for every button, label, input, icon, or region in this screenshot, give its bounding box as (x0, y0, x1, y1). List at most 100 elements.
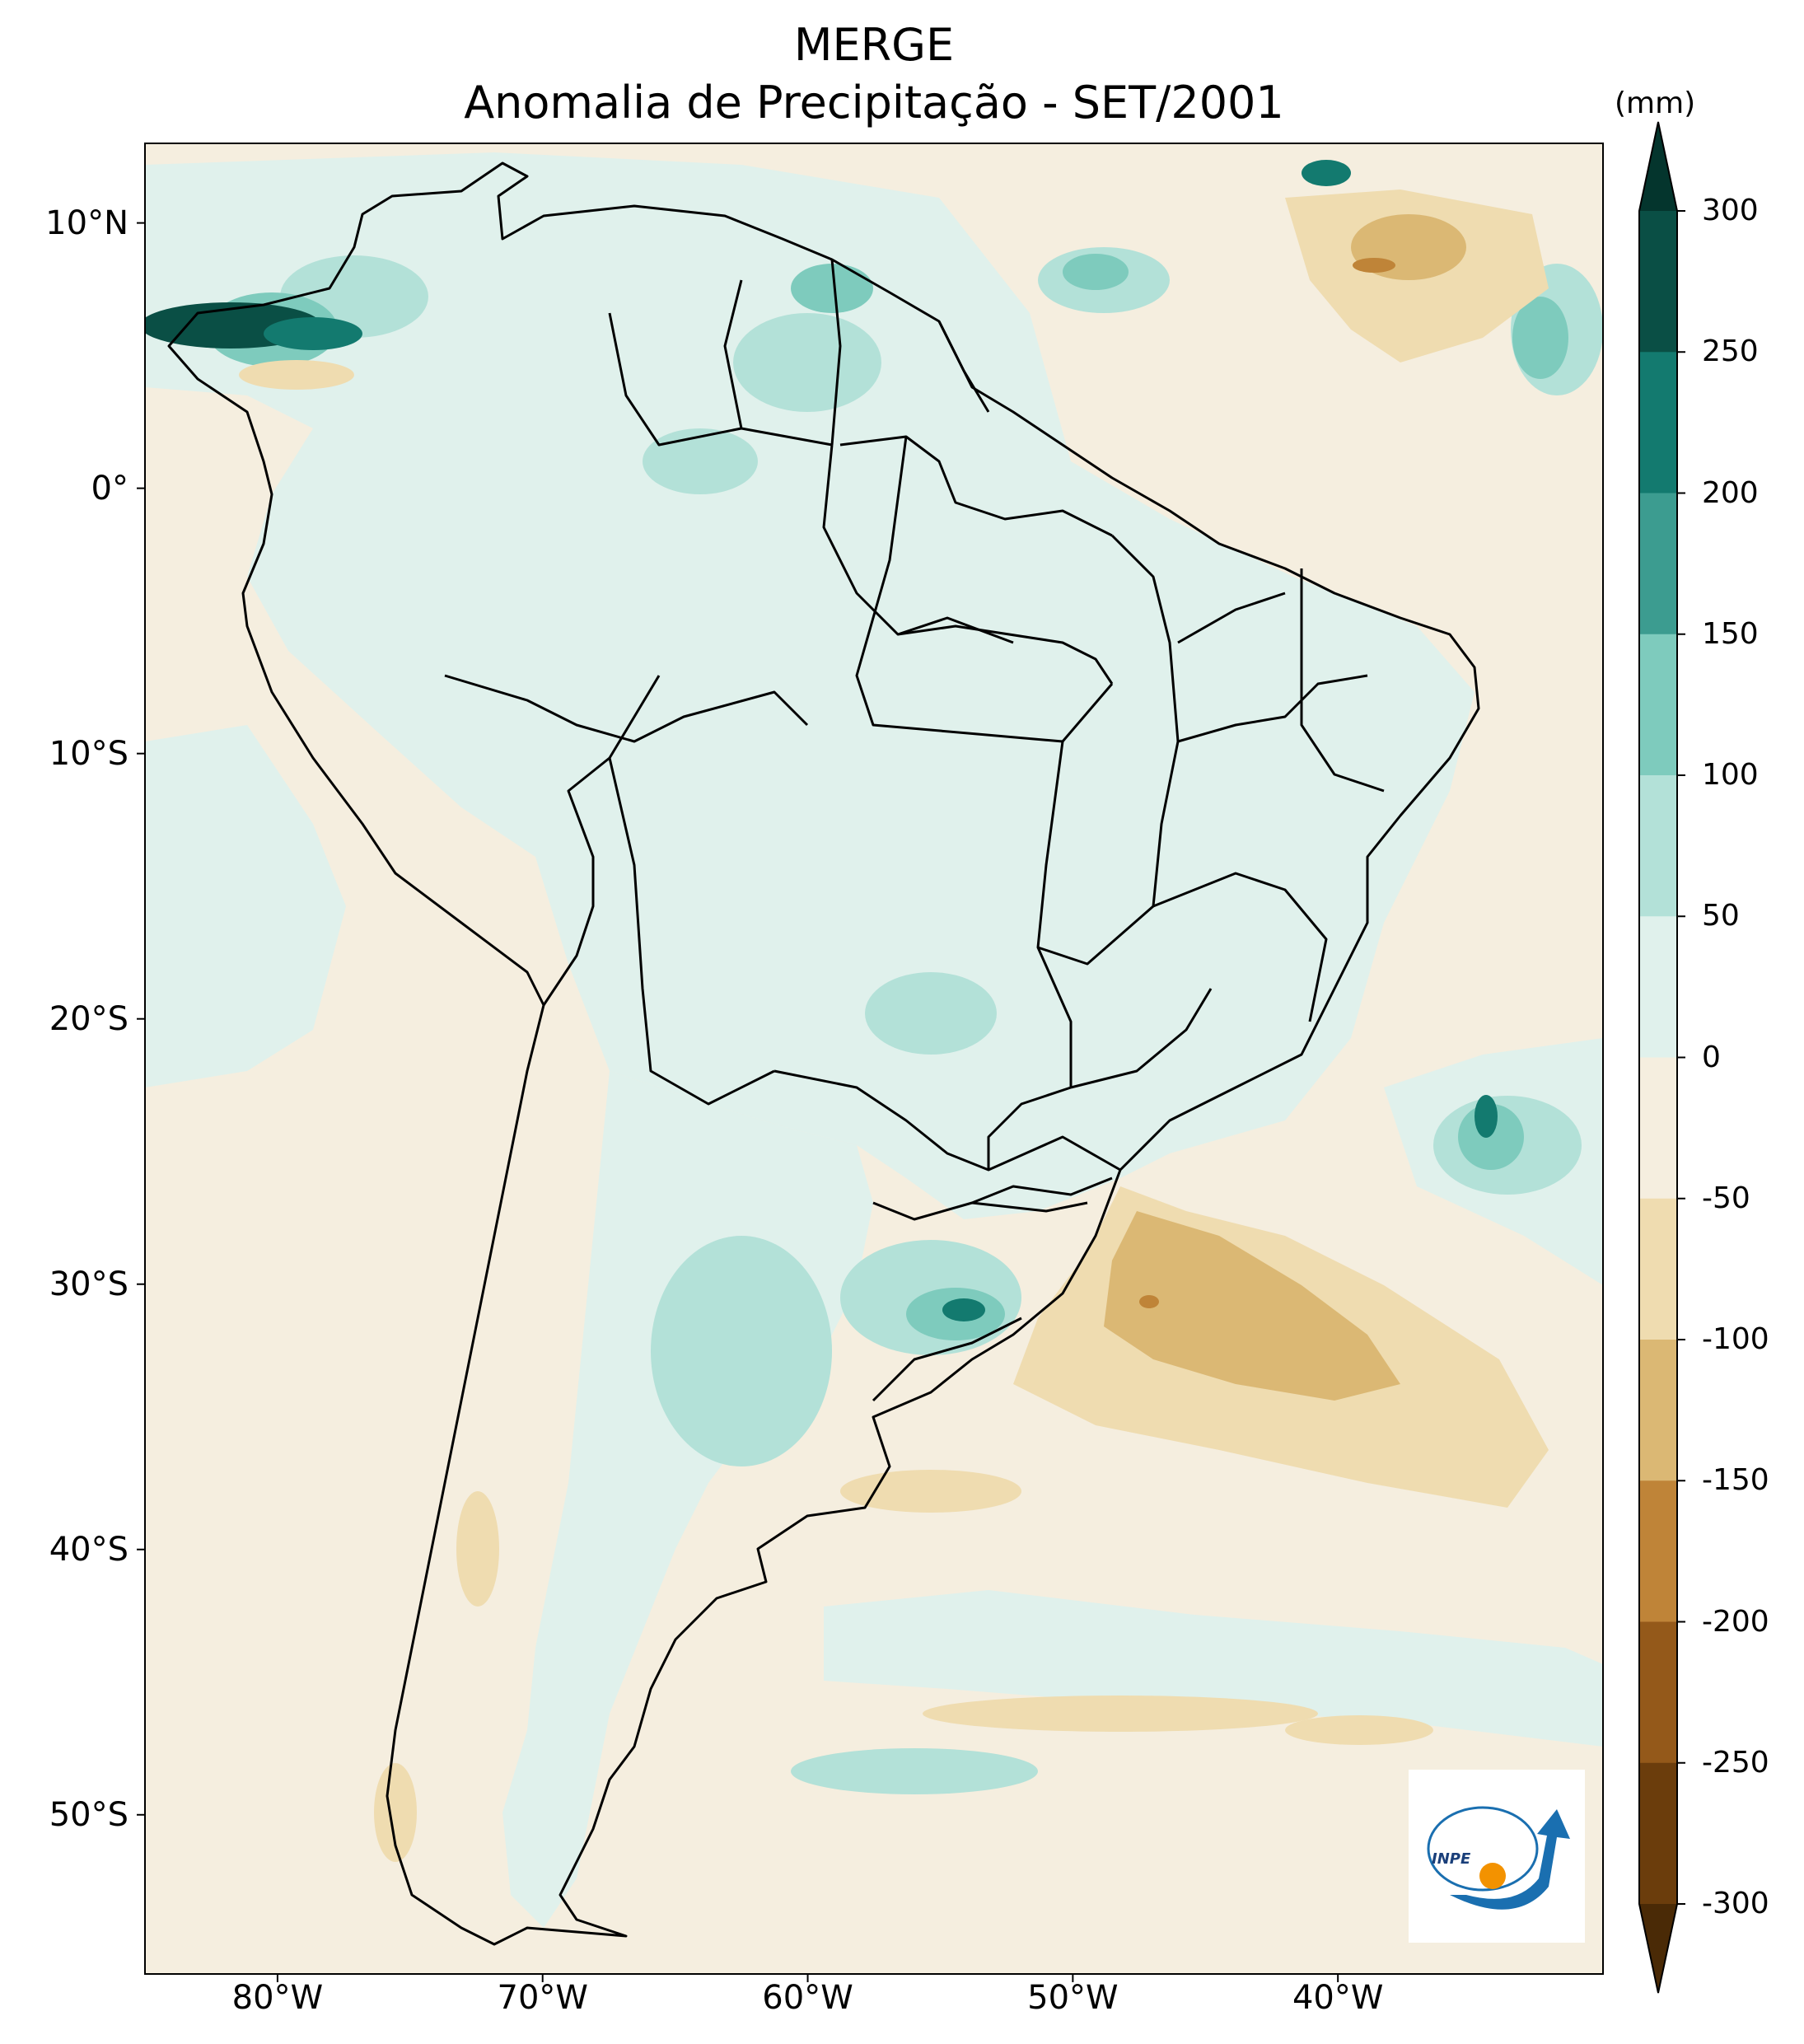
latitude-label: 30°S (49, 1265, 129, 1303)
state-border (987, 1086, 1072, 1170)
colorbar-tick-label: -300 (1702, 1887, 1769, 1920)
anomaly-patch-50-100 (733, 313, 881, 412)
anomaly-patch-50-100 (643, 428, 758, 494)
colorbar-extend-min (1639, 1904, 1677, 1993)
inpe-logo-text: INPE (1432, 1850, 1471, 1868)
colorbar-tick-label: -200 (1702, 1604, 1769, 1639)
state-border (1037, 905, 1154, 966)
anomaly-patch-negative-50-100 (840, 1470, 1021, 1513)
longitude-label: 40°W (1292, 1979, 1384, 2017)
coastlines-and-borders (167, 161, 1480, 1946)
inpe-logo-swoosh (1450, 1809, 1570, 1910)
colorbar-segment (1639, 1340, 1677, 1481)
colorbar-tick-label: 200 (1702, 475, 1759, 510)
colorbar-segment (1639, 1621, 1677, 1764)
colorbar-segment (1639, 211, 1677, 353)
map-subtitle: Anomalia de Precipitação - SET/2001 (464, 77, 1284, 129)
anomaly-patch-100-150 (1458, 1104, 1524, 1170)
state-border (830, 259, 842, 446)
colorbar-segment (1639, 634, 1677, 776)
anomaly-region-positive-atlantic-south (824, 1590, 1603, 1747)
anomaly-patch-negative-50-100 (239, 360, 354, 390)
precipitation-anomaly-field (145, 152, 1603, 1928)
anomaly-patch-200-250 (264, 317, 362, 350)
anomaly-patch-negative-50-100 (1285, 1715, 1433, 1745)
colorbar-segment (1639, 1480, 1677, 1622)
colorbar-tick-label: 300 (1702, 194, 1759, 227)
longitude-label: 80°W (231, 1979, 324, 2017)
colorbar-extend-max (1639, 122, 1677, 211)
inpe-logo: INPE (1409, 1770, 1585, 1943)
country-border (608, 757, 775, 1106)
colorbar-tick-label: -50 (1702, 1181, 1750, 1215)
inpe-logo-box (1409, 1770, 1585, 1943)
colorbar-segment (1639, 1762, 1677, 1905)
latitude-label: 0° (91, 469, 129, 507)
colorbar-segment (1639, 1057, 1677, 1200)
anomaly-patch-negative-150-200 (1139, 1295, 1159, 1308)
anomaly-region-positive-north (145, 152, 1475, 1219)
colorbar-segment (1639, 493, 1677, 635)
state-border (723, 279, 833, 447)
colorbar-segment (1639, 1198, 1677, 1340)
colorbar-segment (1639, 775, 1677, 917)
longitude-label: 50°W (1027, 1979, 1119, 2017)
anomaly-patch-200-250 (942, 1298, 985, 1321)
map-frame (144, 143, 1604, 1975)
anomaly-patch-50-100 (791, 1748, 1038, 1794)
country-border (773, 1069, 1121, 1172)
anomaly-patch-100-150 (791, 264, 873, 313)
colorbar-segment (1639, 916, 1677, 1058)
latitude-label: 50°S (49, 1795, 129, 1834)
state-border (1152, 872, 1328, 1022)
colorbar-tick-label: -150 (1702, 1463, 1769, 1498)
state-border (1070, 988, 1213, 1089)
latitude-label: 10°N (45, 203, 129, 242)
latitude-label: 20°S (49, 999, 129, 1038)
state-border (971, 1176, 1113, 1204)
state-border (1177, 592, 1286, 644)
longitude-label: 70°W (497, 1979, 588, 2017)
state-border (608, 312, 742, 447)
colorbar-tick-label: -250 (1702, 1745, 1769, 1780)
anomaly-patch-negative-50-100 (923, 1696, 1318, 1732)
state-border (1300, 568, 1385, 793)
state-border (937, 320, 990, 413)
colorbar-segment (1639, 352, 1677, 493)
country-border (444, 674, 809, 743)
latitude-label: 10°S (49, 734, 129, 773)
state-border (1177, 674, 1368, 743)
colorbar-tick-label: 100 (1702, 758, 1759, 792)
anomaly-patch-100-150 (1512, 297, 1568, 379)
colorbar-tick-label: 150 (1702, 616, 1759, 651)
map-title: MERGE (793, 19, 955, 71)
map-panel (144, 143, 1604, 1975)
anomaly-region-positive-ocean-west (145, 725, 346, 1087)
anomaly-patch-50-100 (865, 972, 997, 1055)
anomaly-patch-negative-50-100 (456, 1491, 499, 1607)
colorbar-tick-label: 250 (1702, 334, 1759, 369)
anomaly-patch-negative-50-100 (374, 1763, 417, 1862)
colorbar-unit: (mm) (1615, 87, 1696, 120)
anomaly-patch-200-250 (1302, 160, 1351, 186)
country-border (872, 1317, 1022, 1402)
colorbar (1638, 121, 1685, 1994)
longitude-label: 60°W (762, 1979, 853, 2017)
anomaly-region-negative-south-atlantic (1104, 1211, 1400, 1401)
colorbar-tick-label: 0 (1702, 1040, 1721, 1074)
anomaly-patch-negative-150-200 (1353, 258, 1395, 273)
state-border (897, 624, 1114, 685)
anomaly-patch-100-150 (1063, 254, 1129, 290)
colorbar-tick-label: -100 (1702, 1322, 1769, 1356)
latitude-label: 40°S (49, 1530, 129, 1569)
state-border (1110, 534, 1180, 907)
country-border (542, 675, 661, 1006)
state-border (855, 436, 1114, 743)
country-border (822, 444, 1014, 644)
inpe-logo-sun (1479, 1863, 1506, 1889)
colorbar-tick-label: 50 (1702, 899, 1740, 933)
inpe-logo-orbit (1427, 1806, 1539, 1892)
anomaly-patch-50-100 (651, 1236, 832, 1466)
south-america-coastline (167, 161, 1480, 1946)
